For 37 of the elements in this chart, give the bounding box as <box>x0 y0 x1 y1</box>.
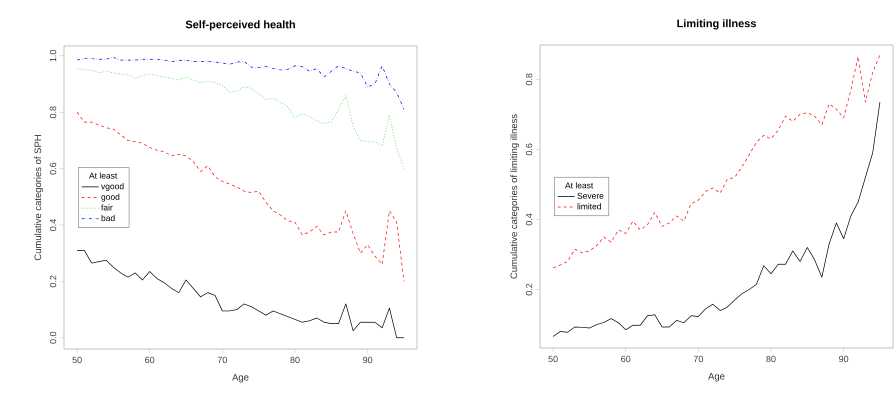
x-tick-label: 50 <box>72 356 82 364</box>
y-tick-label: 0.8 <box>526 73 532 86</box>
x-tick-label: 70 <box>694 356 703 362</box>
y-tick-label: 0.6 <box>526 144 532 156</box>
y-tick-label: 0.8 <box>50 106 56 118</box>
y-tick-label: 0.6 <box>50 162 56 174</box>
y-tick-label: 0.0 <box>50 332 56 344</box>
y-axis-title: Cumulative categories of SPH <box>34 135 44 260</box>
x-tick-label: 50 <box>548 356 558 362</box>
y-tick-label: 0.4 <box>526 213 532 226</box>
legend-label: bad <box>102 214 115 222</box>
x-tick-label: 70 <box>218 356 227 364</box>
y-tick-label: 1.0 <box>50 50 56 62</box>
x-tick-label: 90 <box>839 356 848 362</box>
x-axis-title: Age <box>232 374 249 382</box>
y-tick-label: 0.2 <box>50 276 56 288</box>
legend-label: good <box>101 194 120 202</box>
legend-label: Severe <box>577 192 604 199</box>
line-series <box>76 68 404 169</box>
x-tick-label: 80 <box>290 356 300 364</box>
y-tick-label: 0.2 <box>526 284 532 296</box>
line-series <box>552 102 880 337</box>
y-tick-label: 0.4 <box>50 219 56 231</box>
chart-title: Self-perceived health <box>186 20 295 30</box>
legend-title: At least <box>565 182 594 188</box>
line-series <box>552 54 880 268</box>
chart-title: Limiting illness <box>677 19 756 30</box>
legend-label: limited <box>578 203 601 210</box>
x-tick-label: 60 <box>145 356 154 364</box>
x-axis-title: Age <box>708 372 725 382</box>
x-tick-label: 80 <box>766 356 776 362</box>
x-tick-label: 90 <box>363 356 372 364</box>
legend-title: At least <box>89 172 118 179</box>
legend-label: fair <box>101 204 113 211</box>
x-tick-label: 60 <box>621 356 630 362</box>
y-axis-title: Cumulative categories of limiting illness <box>510 114 520 279</box>
legend-label: vgood <box>101 183 124 191</box>
